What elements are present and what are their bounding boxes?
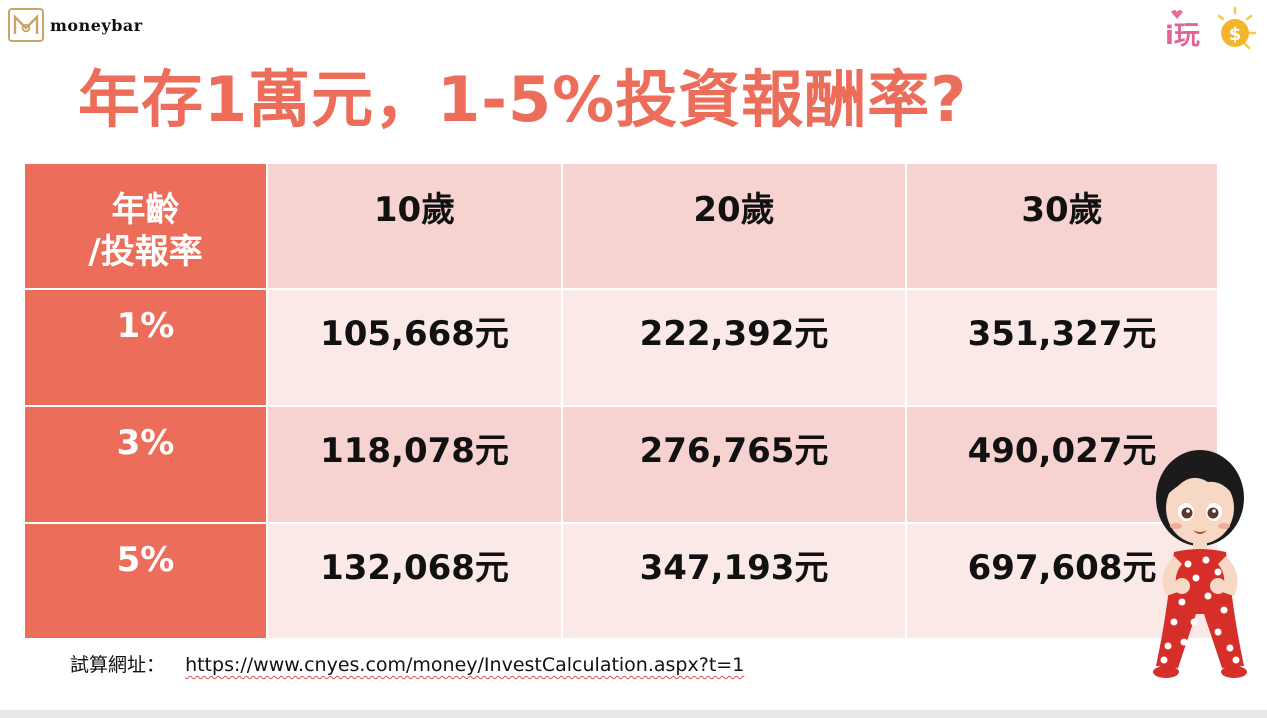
table-corner-header: 年齡 /投報率 [25,164,266,288]
column-header: 20歲 [563,164,905,288]
logo-text: moneybar [50,15,143,35]
table-cell: 276,765元 [563,407,905,522]
table-cell: 222,392元 [563,290,905,405]
table-cell: 132,068元 [268,524,561,638]
corner-label-rate: /投報率 [88,232,203,272]
column-header: 30歲 [907,164,1217,288]
corner-label-age: 年齡 [111,190,180,230]
row-header-rate: 1% [25,290,266,405]
coin-dollar: $ [1229,24,1242,45]
table-cell: 118,078元 [268,407,561,522]
brand-text: i玩 [1165,21,1200,51]
logo-m-icon [8,8,44,42]
footer-label: 試算網址： [70,654,166,676]
calculator-url-link[interactable]: https://www.cnyes.com/money/InvestCalcul… [185,654,745,676]
page-title: 年存1萬元，1-5%投資報酬率? [78,63,968,136]
table-cell: 105,668元 [268,290,561,405]
results-table: 年齡 /投報率 10歲 20歲 30歲 1% 105,668元 222,392元… [25,164,1217,638]
table-cell: 347,193元 [563,524,905,638]
footer-calc-link: 試算網址： https://www.cnyes.com/money/Invest… [70,650,744,677]
table-cell: 351,327元 [907,290,1217,405]
column-header: 10歲 [268,164,561,288]
moneybar-logo: moneybar [8,8,143,42]
brand-logo-right: $ i玩 [1159,4,1259,56]
mascot-girl-illustration [1153,450,1247,678]
bottom-divider [0,710,1267,718]
row-header-rate: 5% [25,524,266,638]
row-header-rate: 3% [25,407,266,522]
